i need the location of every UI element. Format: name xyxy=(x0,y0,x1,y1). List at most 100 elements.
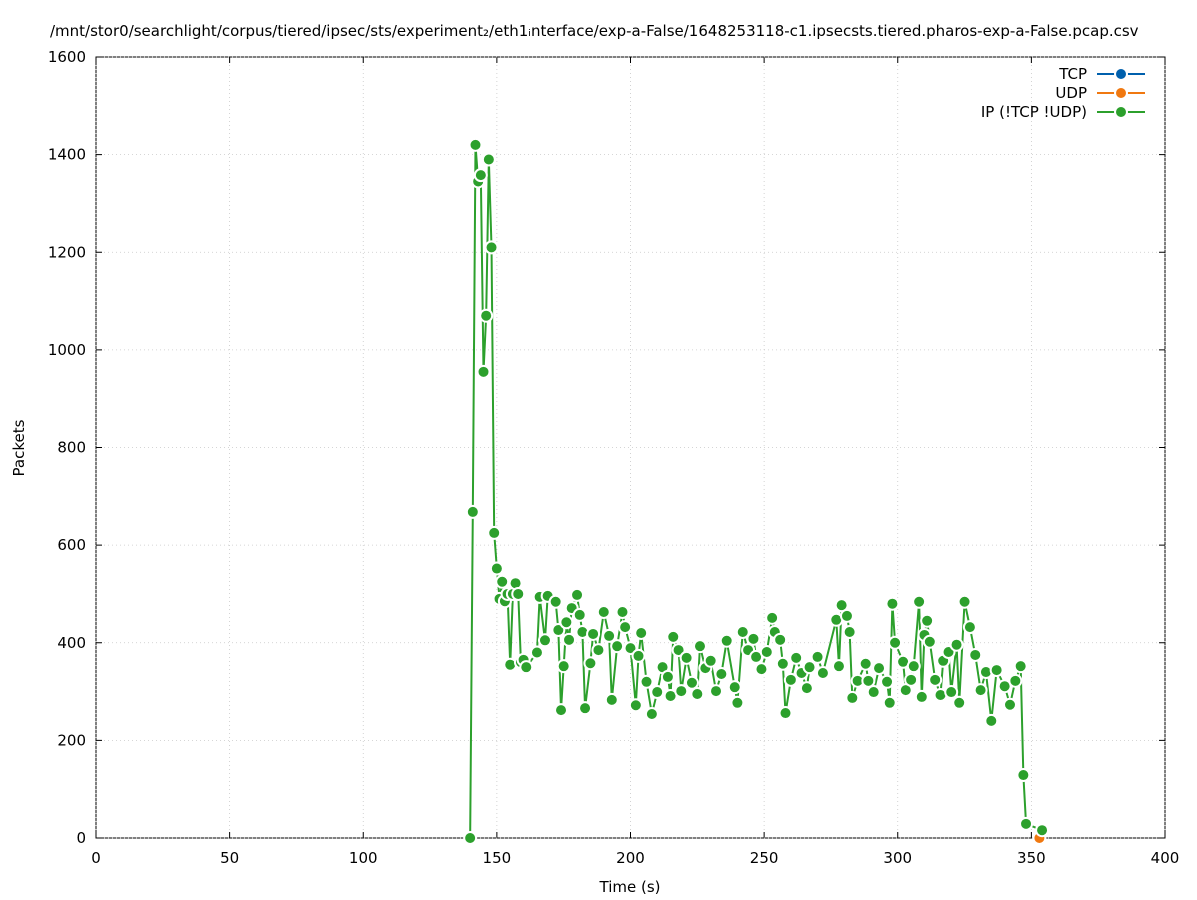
data-point xyxy=(912,594,927,609)
y-tick-label: 1600 xyxy=(48,48,86,66)
data-point xyxy=(944,685,959,700)
data-point xyxy=(476,364,491,379)
data-point xyxy=(866,685,881,700)
data-point xyxy=(489,561,504,576)
data-point xyxy=(703,653,718,668)
data-point xyxy=(554,703,569,718)
data-point xyxy=(773,632,788,647)
legend-marker xyxy=(1114,67,1128,81)
chart-title: /mnt/stor0/searchlight/corpus/tiered/ips… xyxy=(50,22,1139,40)
data-point xyxy=(644,707,659,722)
data-point xyxy=(858,656,873,671)
legend-label: IP (!TCP !UDP) xyxy=(981,103,1087,121)
x-tick-label: 300 xyxy=(883,849,912,867)
data-point xyxy=(666,629,681,644)
data-point xyxy=(949,637,964,652)
data-point xyxy=(746,631,761,646)
data-point xyxy=(495,574,510,589)
data-point xyxy=(727,680,742,695)
data-point xyxy=(882,695,897,710)
data-point xyxy=(759,645,774,660)
data-point xyxy=(519,660,534,675)
y-tick-label: 400 xyxy=(57,634,86,652)
data-point xyxy=(692,639,707,654)
y-axis-label: Packets xyxy=(10,419,28,476)
x-tick-label: 350 xyxy=(1017,849,1046,867)
data-point xyxy=(802,660,817,675)
data-point xyxy=(615,604,630,619)
data-point xyxy=(845,690,860,705)
data-point xyxy=(968,647,983,662)
legend-label: UDP xyxy=(1055,84,1087,102)
legend-marker xyxy=(1114,105,1128,119)
x-tick-label: 400 xyxy=(1151,849,1180,867)
data-point xyxy=(872,661,887,676)
data-point xyxy=(650,685,665,700)
data-point xyxy=(639,674,654,689)
data-point xyxy=(1008,673,1023,688)
x-tick-label: 250 xyxy=(750,849,779,867)
y-tick-label: 600 xyxy=(57,536,86,554)
data-point xyxy=(660,669,675,684)
data-point xyxy=(674,684,689,699)
data-point xyxy=(984,713,999,728)
data-point xyxy=(842,625,857,640)
data-point xyxy=(714,666,729,681)
data-point xyxy=(1019,816,1034,831)
series-line xyxy=(469,144,1043,839)
y-tick-label: 0 xyxy=(76,829,86,847)
data-point xyxy=(962,620,977,635)
data-point xyxy=(465,504,480,519)
legend-label: TCP xyxy=(1058,65,1087,83)
data-point xyxy=(596,604,611,619)
x-tick-label: 100 xyxy=(349,849,378,867)
y-tick-label: 1000 xyxy=(48,341,86,359)
data-point xyxy=(997,679,1012,694)
data-point xyxy=(957,594,972,609)
x-axis-label: Time (s) xyxy=(599,878,661,896)
data-point xyxy=(479,308,494,323)
x-tick-label: 0 xyxy=(91,849,101,867)
data-point xyxy=(834,598,849,613)
data-point xyxy=(690,687,705,702)
data-point xyxy=(735,625,750,640)
data-point xyxy=(952,695,967,710)
data-point xyxy=(468,137,483,152)
data-point xyxy=(684,675,699,690)
data-point xyxy=(914,689,929,704)
data-point xyxy=(463,831,478,845)
data-point xyxy=(529,645,544,660)
x-tick-label: 150 xyxy=(483,849,512,867)
data-point xyxy=(765,610,780,625)
data-point xyxy=(570,587,585,602)
data-point xyxy=(631,648,646,663)
data-point xyxy=(1013,659,1028,674)
data-point xyxy=(583,656,598,671)
data-point xyxy=(885,596,900,611)
data-point xyxy=(548,594,563,609)
data-point xyxy=(839,608,854,623)
data-point xyxy=(888,635,903,650)
data-point xyxy=(775,656,790,671)
data-point xyxy=(559,615,574,630)
x-tick-label: 50 xyxy=(220,849,239,867)
data-point xyxy=(628,698,643,713)
data-point xyxy=(880,674,895,689)
data-point xyxy=(1035,823,1050,838)
data-point xyxy=(815,666,830,681)
y-tick-label: 200 xyxy=(57,731,86,749)
data-point xyxy=(473,168,488,183)
data-point xyxy=(709,684,724,699)
data-point xyxy=(572,607,587,622)
x-tick-label: 200 xyxy=(616,849,645,867)
data-point xyxy=(586,626,601,641)
data-point xyxy=(618,620,633,635)
y-tick-label: 800 xyxy=(57,439,86,457)
data-point xyxy=(783,672,798,687)
data-point xyxy=(922,634,937,649)
data-point xyxy=(634,625,649,640)
data-point xyxy=(511,586,526,601)
data-point xyxy=(1002,697,1017,712)
data-point xyxy=(778,706,793,721)
